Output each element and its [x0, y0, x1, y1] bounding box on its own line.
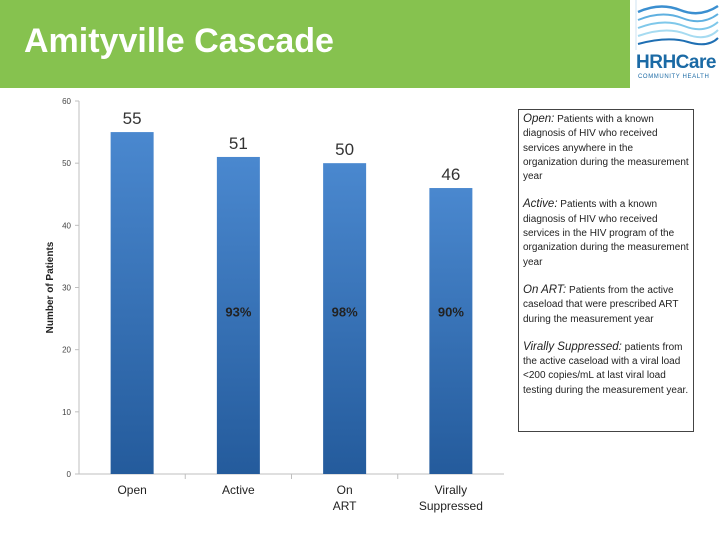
definition-active: Active: Patients with a known diagnosis …	[523, 197, 689, 269]
logo-subtitle: COMMUNITY HEALTH	[638, 74, 710, 80]
bar-percent-label: 98%	[332, 304, 358, 319]
definition-term: Virally Suppressed:	[523, 340, 622, 353]
definition-term: Active:	[523, 198, 558, 211]
bar-value-label: 55	[123, 109, 142, 128]
x-tick-label: On	[337, 483, 353, 497]
definition-text: Patients with a known diagnosis of HIV w…	[523, 199, 689, 268]
y-tick-label: 0	[67, 470, 72, 479]
y-axis-label: Number of Patients	[45, 241, 56, 333]
definitions-box: Open: Patients with a known diagnosis of…	[518, 109, 694, 432]
bar	[110, 132, 154, 475]
y-tick-label: 20	[62, 346, 71, 355]
definition-term: Open:	[523, 113, 555, 125]
logo	[630, 0, 720, 88]
wave-logo-icon	[635, 0, 719, 50]
bar-chart: 0 10 20 30 40 50 60 Number of Patients 55 Open 51 9…	[45, 97, 504, 513]
bar-value-label: 46	[441, 165, 460, 184]
x-tick-label: Virally	[435, 483, 467, 497]
slide-title: Amityville Cascade	[24, 22, 334, 60]
bar	[429, 188, 473, 474]
definition-on-art: On ART: Patients from the active caseloa…	[523, 283, 689, 327]
bar-percent-label: 90%	[438, 304, 464, 319]
x-tick-label: ART	[333, 499, 357, 513]
definition-virally-suppressed: Virally Suppressed: patients from the ac…	[523, 340, 689, 398]
bar-percent-label: 93%	[225, 304, 251, 319]
y-tick-label: 30	[62, 284, 71, 293]
bar-value-label: 50	[335, 140, 354, 159]
bar	[216, 156, 260, 474]
y-tick-label: 10	[62, 408, 71, 417]
y-tick-label: 40	[62, 221, 71, 230]
definition-text: patients from the active caseload with a…	[523, 341, 689, 396]
x-tick-label: Open	[117, 483, 146, 497]
definition-text: Patients from the active caseload that w…	[523, 284, 679, 325]
y-tick-label: 50	[62, 159, 71, 168]
bar	[323, 163, 367, 474]
definition-text: Patients with a known diagnosis of HIV w…	[523, 114, 689, 183]
title-bar	[0, 0, 630, 88]
definition-term: On ART:	[523, 283, 567, 296]
bar-value-label: 51	[229, 134, 248, 153]
y-tick-label: 60	[62, 97, 71, 106]
x-tick-label: Suppressed	[419, 499, 483, 513]
logo-name: HRHCare	[636, 52, 716, 73]
definition-open: Open: Patients with a known diagnosis of…	[523, 112, 689, 184]
x-tick-label: Active	[222, 483, 255, 497]
